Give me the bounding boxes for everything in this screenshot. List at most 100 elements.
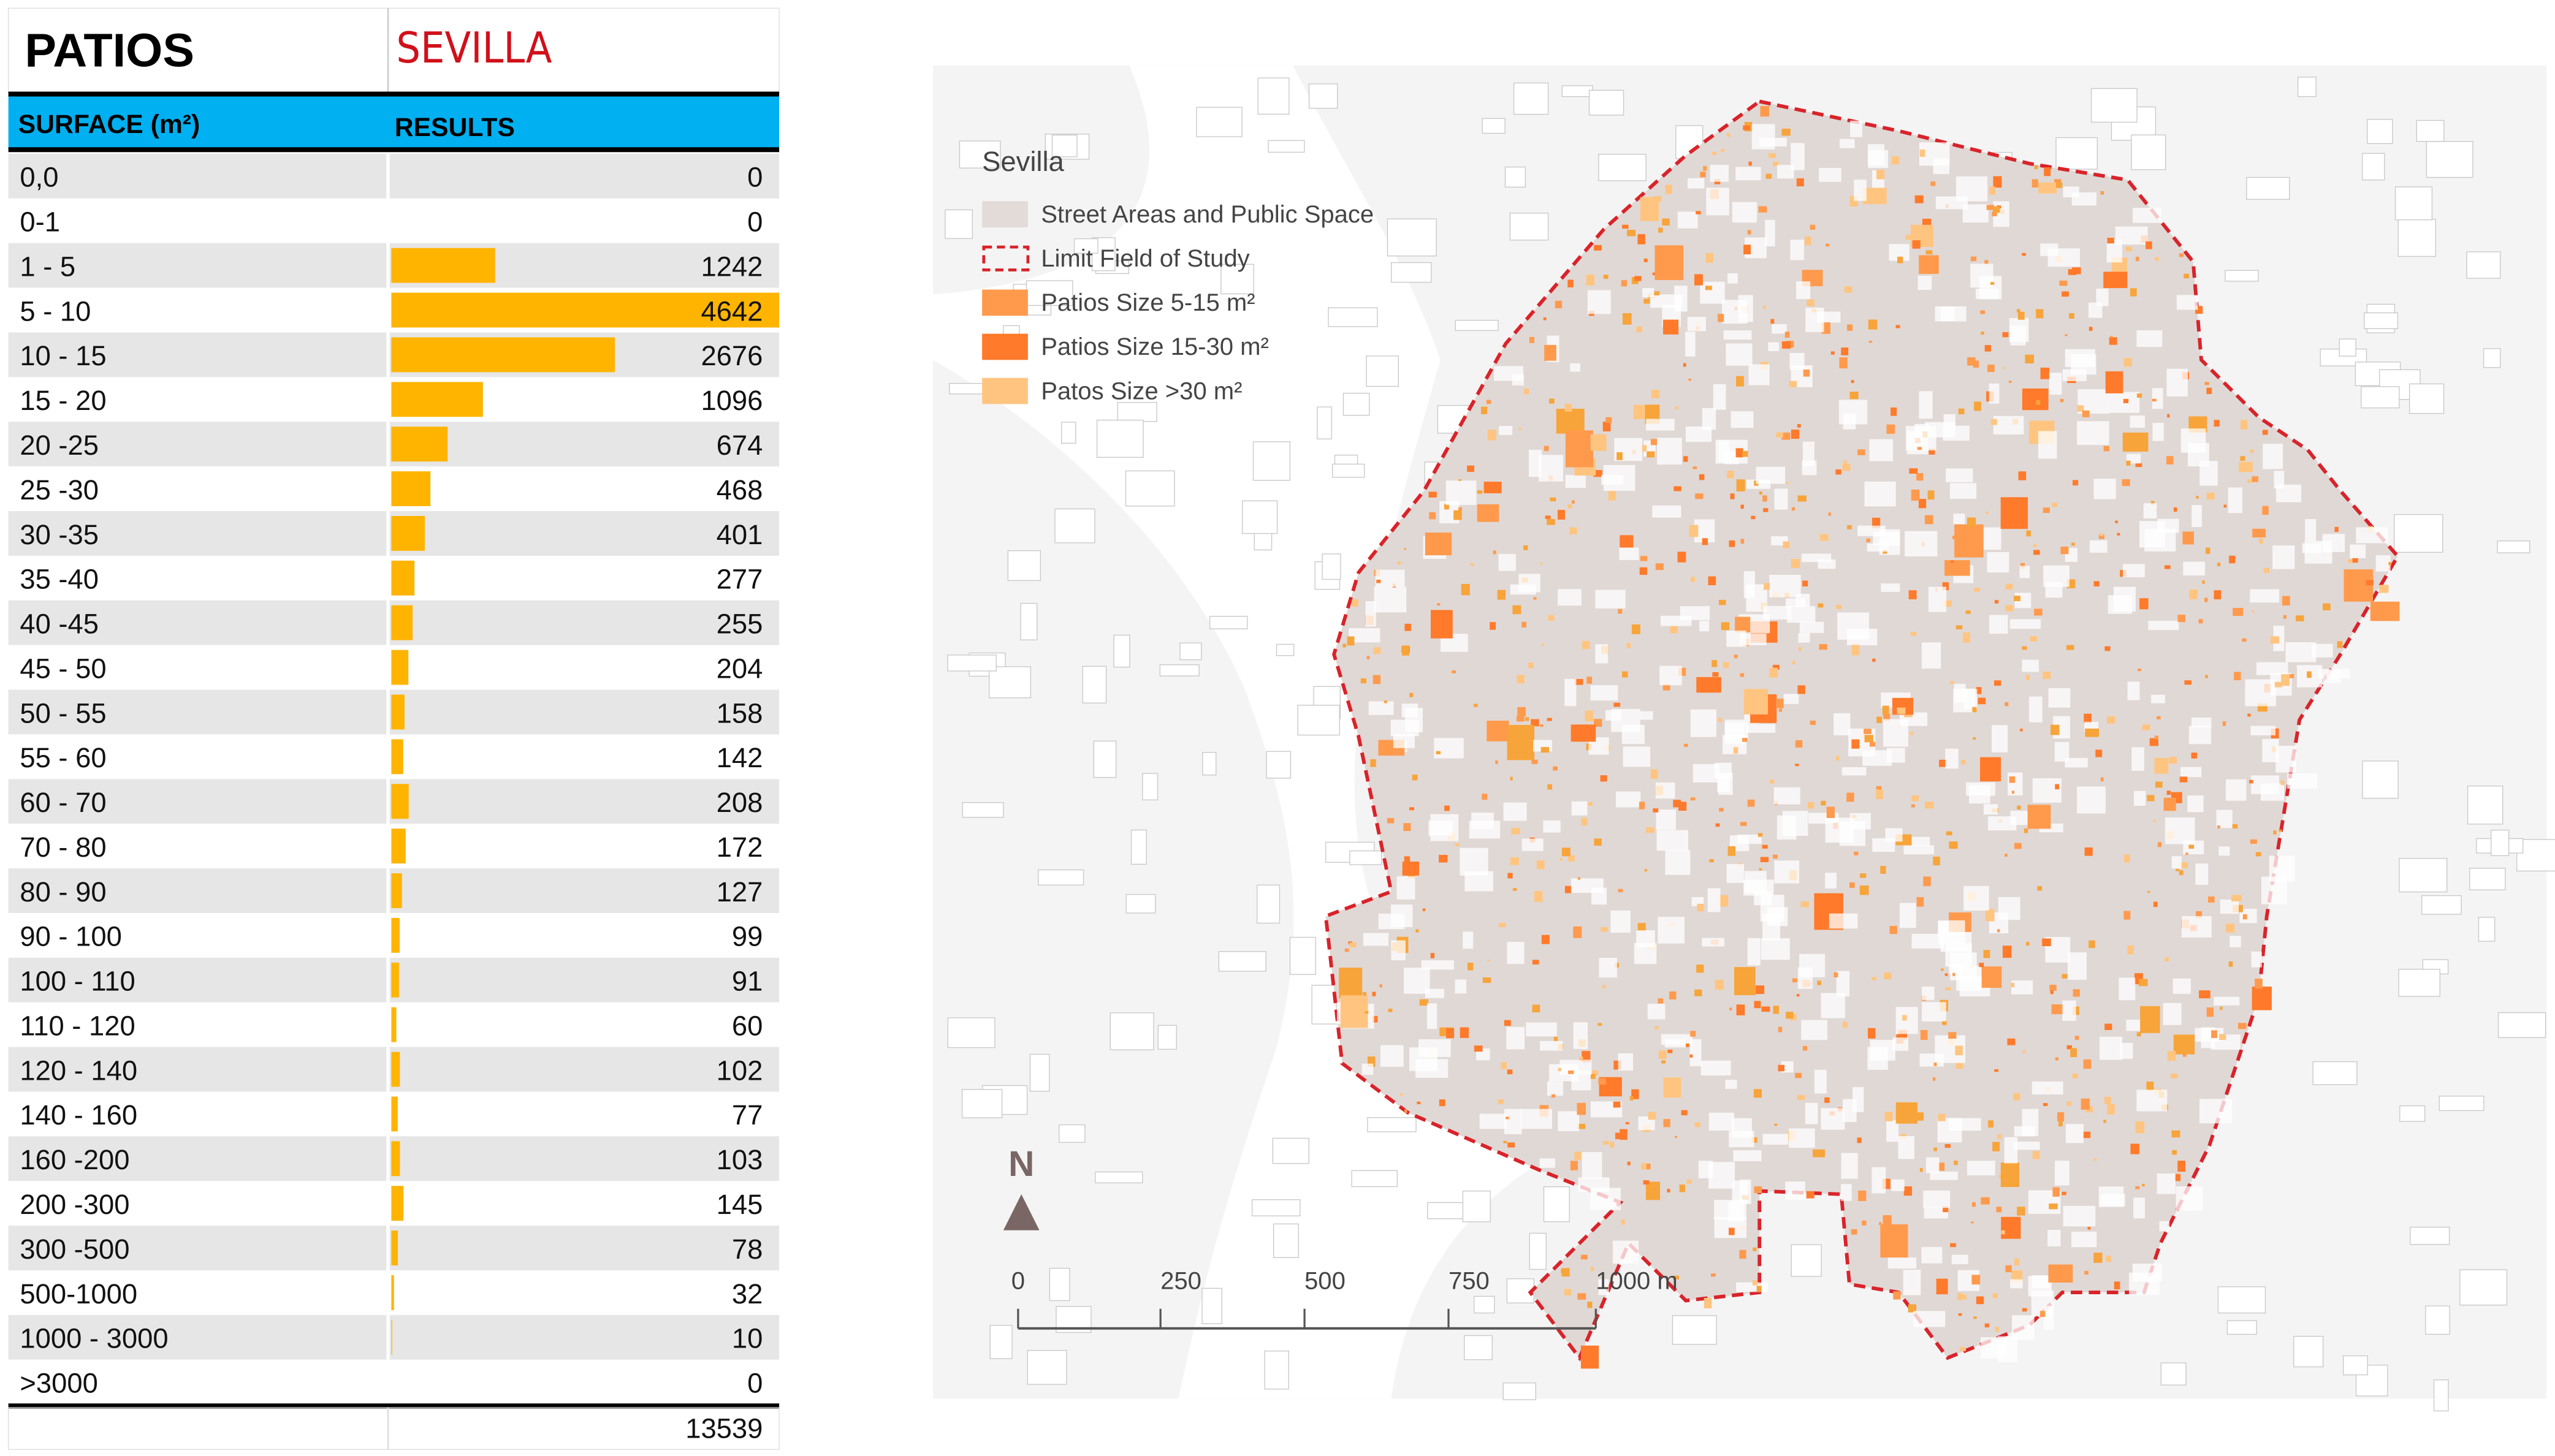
patio bbox=[2164, 565, 2171, 569]
patio bbox=[1540, 747, 1549, 753]
building-block bbox=[1504, 166, 1526, 188]
table: PATIOS SEVILLA SURFACE (m²) RESULTS 0,0 0… bbox=[8, 7, 780, 1450]
patio bbox=[1955, 1063, 1963, 1069]
patio bbox=[1740, 504, 1744, 509]
patio bbox=[1776, 699, 1784, 708]
patio bbox=[1428, 491, 1437, 498]
block bbox=[2022, 659, 2039, 672]
block bbox=[2191, 505, 2202, 528]
patio bbox=[2125, 246, 2133, 251]
patio bbox=[2270, 636, 2280, 644]
block bbox=[1591, 887, 1607, 905]
row-band bbox=[8, 555, 389, 601]
block bbox=[2228, 487, 2243, 514]
patio bbox=[1754, 1001, 1761, 1009]
patio bbox=[1674, 1136, 1678, 1138]
block bbox=[2127, 681, 2140, 700]
patio bbox=[1759, 868, 1762, 871]
block bbox=[1789, 1128, 1815, 1148]
building-block bbox=[1242, 500, 1278, 534]
patio bbox=[1950, 681, 1954, 684]
block bbox=[2165, 817, 2195, 844]
block bbox=[1773, 787, 1800, 805]
patio bbox=[2082, 410, 2090, 417]
block bbox=[1636, 930, 1655, 947]
building-block bbox=[959, 140, 1001, 169]
urban-fabric bbox=[945, 77, 2555, 1412]
patio bbox=[1574, 678, 1583, 685]
patio bbox=[2279, 829, 2282, 832]
patio bbox=[2009, 776, 2016, 783]
row-band bbox=[8, 153, 780, 199]
row-value: 277 bbox=[717, 564, 763, 595]
building-block bbox=[1060, 422, 1076, 444]
patio bbox=[1721, 622, 1730, 631]
patio bbox=[1577, 877, 1580, 880]
patio bbox=[1979, 963, 1984, 968]
patio bbox=[2056, 182, 2063, 188]
patio bbox=[1967, 357, 1976, 366]
patio bbox=[1610, 1142, 1615, 1148]
block bbox=[2011, 980, 2033, 995]
patio bbox=[1954, 524, 1984, 558]
data-bar bbox=[391, 1275, 394, 1310]
patio bbox=[2038, 182, 2057, 194]
patio bbox=[1703, 166, 1707, 171]
patio bbox=[2135, 463, 2142, 468]
patio bbox=[1862, 188, 1887, 205]
header-row bbox=[8, 94, 780, 149]
block bbox=[1743, 879, 1774, 896]
patio bbox=[1702, 538, 1708, 545]
block bbox=[1954, 683, 1966, 703]
block bbox=[2195, 863, 2209, 885]
block bbox=[1710, 165, 1729, 182]
legend-label: Limit Field of Study bbox=[1041, 245, 1249, 272]
patio bbox=[1833, 972, 1838, 977]
patio bbox=[1712, 660, 1718, 667]
building-block bbox=[2131, 134, 2166, 170]
patio bbox=[1705, 286, 1712, 290]
patio bbox=[1950, 1243, 1956, 1248]
patio bbox=[1919, 255, 1939, 274]
patio bbox=[1493, 550, 1496, 555]
block bbox=[1521, 838, 1544, 851]
block bbox=[2014, 1126, 2035, 1137]
block bbox=[1598, 1279, 1609, 1295]
block bbox=[2014, 1141, 2040, 1150]
patio bbox=[1517, 675, 1525, 684]
patio bbox=[1663, 1077, 1681, 1098]
building-block bbox=[2225, 270, 2259, 282]
patio bbox=[1577, 1102, 1586, 1115]
patio bbox=[2011, 791, 2015, 794]
patio bbox=[1709, 859, 1714, 863]
block bbox=[1922, 986, 1935, 1000]
block bbox=[1992, 725, 2008, 753]
legend-title: Sevilla bbox=[982, 146, 1064, 177]
patio bbox=[1981, 966, 2002, 988]
patio bbox=[2005, 702, 2009, 707]
patio bbox=[1376, 579, 1381, 583]
patio bbox=[1958, 408, 1965, 415]
patio bbox=[2176, 868, 2180, 871]
patio bbox=[1914, 195, 1924, 203]
block bbox=[1656, 809, 1676, 830]
patio bbox=[2135, 1186, 2140, 1189]
block bbox=[1503, 802, 1527, 821]
patio bbox=[2198, 619, 2203, 624]
block bbox=[2063, 1205, 2096, 1227]
row-value: 102 bbox=[717, 1055, 763, 1086]
patio bbox=[1487, 430, 1496, 441]
block bbox=[1913, 1311, 1946, 1327]
patio bbox=[1388, 1008, 1393, 1012]
block bbox=[1943, 425, 1970, 441]
patio bbox=[1594, 838, 1602, 846]
patio bbox=[1444, 504, 1449, 510]
block bbox=[1660, 615, 1692, 626]
row-label: 300 -500 bbox=[20, 1234, 129, 1265]
block bbox=[1951, 1254, 1968, 1264]
patio bbox=[1557, 510, 1565, 520]
block bbox=[2304, 540, 2332, 564]
patio bbox=[1480, 406, 1488, 414]
patio bbox=[1550, 497, 1556, 502]
patio bbox=[2011, 982, 2015, 988]
